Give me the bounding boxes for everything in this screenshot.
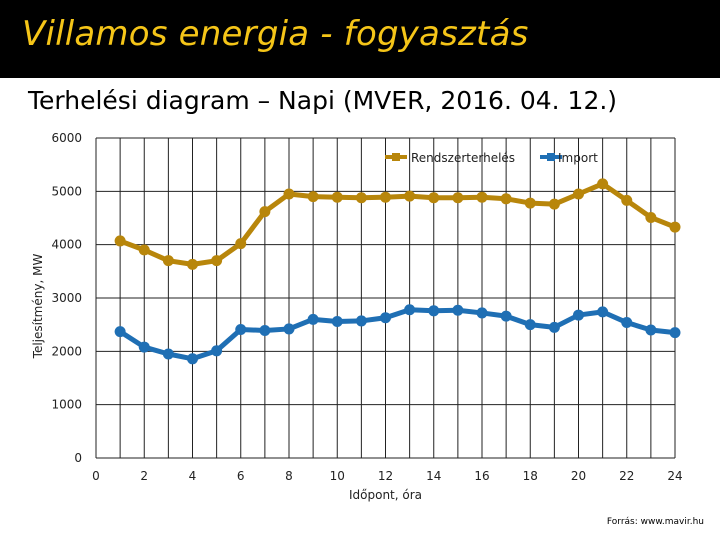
data-point-load bbox=[259, 206, 271, 218]
data-point-load bbox=[283, 188, 295, 200]
x-tick-label: 20 bbox=[571, 469, 586, 483]
y-tick-label: 6000 bbox=[51, 131, 82, 145]
data-point-import bbox=[669, 327, 681, 339]
data-point-load bbox=[548, 198, 560, 210]
data-point-load bbox=[573, 188, 584, 200]
data-point-import bbox=[597, 306, 609, 318]
data-point-import bbox=[500, 310, 512, 322]
data-point-load bbox=[355, 192, 367, 204]
data-point-load bbox=[645, 211, 657, 223]
legend-label-import: Import bbox=[558, 151, 598, 165]
data-point-load bbox=[621, 194, 633, 206]
data-point-load bbox=[404, 190, 416, 202]
data-point-load bbox=[211, 255, 223, 267]
data-point-load bbox=[138, 244, 150, 256]
data-point-load bbox=[669, 221, 681, 233]
data-point-import bbox=[645, 324, 657, 336]
data-point-load bbox=[331, 191, 343, 203]
x-tick-label: 8 bbox=[285, 469, 293, 483]
data-point-import bbox=[573, 309, 584, 321]
data-point-import bbox=[138, 341, 150, 353]
x-axis-label: Időpont, óra bbox=[349, 488, 422, 502]
slide-title: Villamos energia - fogyasztás bbox=[22, 14, 529, 54]
x-tick-label: 4 bbox=[189, 469, 197, 483]
chart-subtitle: Terhelési diagram – Napi (MVER, 2016. 04… bbox=[28, 86, 618, 115]
data-point-import bbox=[548, 321, 560, 333]
data-point-load bbox=[235, 238, 247, 250]
legend-marker-load bbox=[392, 153, 400, 161]
title-bar-inner bbox=[6, 6, 714, 72]
data-point-import bbox=[259, 325, 271, 337]
data-point-import bbox=[476, 307, 488, 319]
data-point-load bbox=[524, 197, 536, 209]
data-point-import bbox=[283, 323, 295, 335]
x-tick-label: 22 bbox=[619, 469, 634, 483]
legend-label-load: Rendszerterhelés bbox=[411, 151, 515, 165]
x-tick-label: 18 bbox=[523, 469, 538, 483]
data-point-import bbox=[331, 315, 343, 327]
data-point-load bbox=[307, 191, 319, 203]
data-point-load bbox=[162, 255, 174, 267]
series-line-load bbox=[117, 181, 678, 267]
data-point-import bbox=[524, 319, 536, 331]
x-tick-label: 14 bbox=[426, 469, 441, 483]
x-tick-label: 16 bbox=[474, 469, 489, 483]
x-tick-label: 12 bbox=[378, 469, 393, 483]
x-tick-label: 0 bbox=[92, 469, 100, 483]
y-tick-label: 5000 bbox=[51, 184, 82, 198]
data-point-import bbox=[235, 323, 247, 335]
y-tick-label: 0 bbox=[74, 451, 82, 465]
data-point-load bbox=[597, 178, 609, 190]
data-point-import bbox=[452, 304, 464, 316]
y-tick-label: 3000 bbox=[51, 291, 82, 305]
data-point-import bbox=[404, 304, 416, 316]
data-point-load bbox=[380, 191, 391, 203]
x-tick-label: 2 bbox=[140, 469, 148, 483]
data-point-import bbox=[162, 348, 174, 360]
y-tick-label: 2000 bbox=[51, 344, 82, 358]
data-point-import bbox=[621, 317, 633, 329]
data-point-import bbox=[307, 313, 319, 325]
x-tick-label: 10 bbox=[330, 469, 345, 483]
data-point-import bbox=[428, 305, 440, 317]
data-point-load bbox=[114, 235, 126, 247]
legend-marker-import bbox=[547, 153, 555, 161]
data-point-load bbox=[187, 258, 198, 270]
data-point-import bbox=[114, 326, 126, 338]
data-point-import bbox=[211, 345, 223, 357]
y-tick-label: 1000 bbox=[51, 398, 82, 412]
data-point-load bbox=[452, 192, 464, 204]
data-point-import bbox=[380, 312, 391, 324]
y-tick-label: 4000 bbox=[51, 238, 82, 252]
x-tick-label: 6 bbox=[237, 469, 245, 483]
data-point-import bbox=[187, 353, 198, 365]
data-point-import bbox=[355, 315, 367, 327]
data-point-load bbox=[428, 192, 440, 204]
y-axis-label: Teljesítmény, MW bbox=[31, 254, 45, 360]
source-note: Forrás: www.mavir.hu bbox=[606, 517, 704, 527]
data-point-load bbox=[476, 191, 488, 203]
data-point-load bbox=[500, 193, 512, 205]
title-bar: Villamos energia - fogyasztás bbox=[0, 0, 720, 78]
x-tick-label: 24 bbox=[667, 469, 682, 483]
